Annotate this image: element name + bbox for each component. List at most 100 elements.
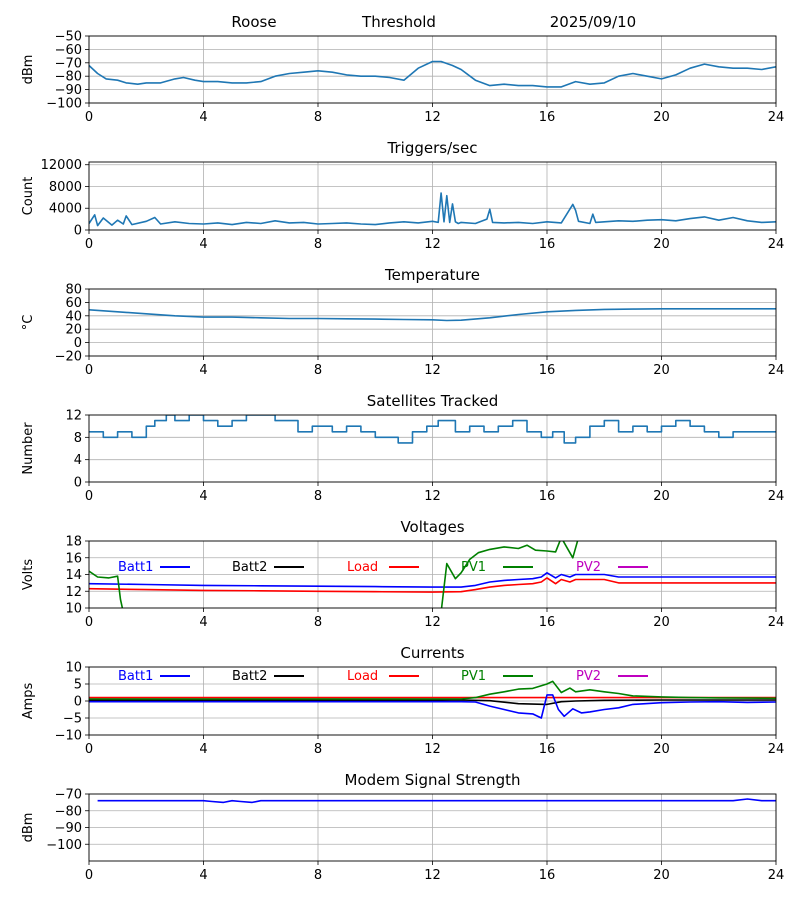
header-mode: Threshold <box>361 13 436 31</box>
y-tick-label: 0 <box>74 695 82 710</box>
y-axis-label: dBm <box>21 55 36 85</box>
y-tick-label: 12 <box>65 409 82 424</box>
y-axis-label: dBm <box>21 813 36 843</box>
y-tick-label: −100 <box>46 838 82 853</box>
legend-label-batt2: Batt2 <box>232 560 267 575</box>
header-date: 2025/09/10 <box>550 13 636 31</box>
x-tick-label: 16 <box>539 742 556 757</box>
y-tick-label: 0 <box>74 336 82 351</box>
x-tick-label: 4 <box>199 868 207 883</box>
x-tick-label: 16 <box>539 110 556 125</box>
x-tick-label: 12 <box>424 868 441 883</box>
x-tick-label: 8 <box>314 363 322 378</box>
y-tick-label: −20 <box>55 350 82 365</box>
x-tick-label: 4 <box>199 237 207 252</box>
legend-label-load: Load <box>347 669 378 684</box>
chart-panel-1: 0 4 8 12 16 20 24 0 4000 8000 12000 Triggers/sec Cou… <box>21 139 784 252</box>
panel-title: Voltages <box>400 518 464 536</box>
x-tick-label: 20 <box>653 615 670 630</box>
x-tick-label: 4 <box>199 742 207 757</box>
legend-label-load: Load <box>347 560 378 575</box>
x-tick-label: 8 <box>314 868 322 883</box>
legend-label-pv2: PV2 <box>576 669 601 684</box>
x-tick-label: 24 <box>768 110 785 125</box>
x-tick-label: 8 <box>314 742 322 757</box>
x-tick-label: 16 <box>539 363 556 378</box>
y-tick-label: −70 <box>55 788 82 803</box>
y-axis-label: Number <box>21 422 36 475</box>
x-tick-label: 8 <box>314 615 322 630</box>
x-tick-label: 20 <box>653 110 670 125</box>
x-tick-label: 24 <box>768 363 785 378</box>
series-line-load <box>89 577 776 593</box>
y-tick-label: 14 <box>65 568 82 583</box>
panel-title: Temperature <box>384 266 480 284</box>
x-tick-label: 12 <box>424 110 441 125</box>
y-tick-label: 8 <box>74 431 82 446</box>
y-tick-label: −90 <box>55 83 82 98</box>
header-station: Roose <box>231 13 276 31</box>
y-tick-label: −80 <box>55 70 82 85</box>
y-tick-label: 80 <box>65 283 82 298</box>
series-line-pv1 <box>89 541 579 608</box>
y-axis-label: °C <box>21 315 36 331</box>
series-line-batt2 <box>89 699 776 706</box>
x-tick-label: 8 <box>314 237 322 252</box>
y-tick-label: −5 <box>63 712 82 727</box>
x-tick-label: 0 <box>85 489 93 504</box>
y-tick-label: 12 <box>65 585 82 600</box>
series-line-0 <box>97 798 776 804</box>
x-tick-label: 16 <box>539 237 556 252</box>
x-tick-label: 4 <box>199 110 207 125</box>
y-tick-label: −60 <box>55 43 82 58</box>
legend-label-pv2: PV2 <box>576 560 601 575</box>
x-tick-label: 0 <box>85 615 93 630</box>
y-tick-label: 5 <box>74 678 82 693</box>
panel-title: Modem Signal Strength <box>345 771 521 789</box>
x-tick-label: 0 <box>85 363 93 378</box>
panel-title: Satellites Tracked <box>367 392 498 410</box>
y-tick-label: −100 <box>46 97 82 112</box>
x-tick-label: 0 <box>85 237 93 252</box>
legend-label-batt1: Batt1 <box>118 560 153 575</box>
x-tick-label: 20 <box>653 237 670 252</box>
x-tick-label: 4 <box>199 615 207 630</box>
y-tick-label: −70 <box>55 56 82 71</box>
y-axis-label: Count <box>21 177 36 216</box>
x-tick-label: 12 <box>424 489 441 504</box>
x-tick-label: 0 <box>85 110 93 125</box>
y-tick-label: −80 <box>55 804 82 819</box>
chart-panel-6: 0 4 8 12 16 20 24 −100 −90 −80−70 Modem Signal Str… <box>21 771 784 883</box>
y-tick-label: 4 <box>74 453 82 468</box>
x-tick-label: 24 <box>768 615 785 630</box>
x-tick-label: 8 <box>314 110 322 125</box>
x-tick-label: 24 <box>768 237 785 252</box>
x-tick-label: 24 <box>768 868 785 883</box>
x-tick-label: 20 <box>653 868 670 883</box>
y-tick-label: −10 <box>55 729 82 744</box>
y-axis-label: Amps <box>21 682 36 719</box>
x-tick-label: 16 <box>539 489 556 504</box>
x-tick-label: 8 <box>314 489 322 504</box>
series-line-pv1 <box>89 680 776 700</box>
y-tick-label: 18 <box>65 535 82 550</box>
panel-title: Currents <box>400 644 464 662</box>
y-tick-label: −50 <box>55 30 82 45</box>
y-tick-label: 60 <box>65 296 82 311</box>
y-tick-label: 4000 <box>49 202 82 217</box>
y-tick-label: 16 <box>65 551 82 566</box>
x-tick-label: 0 <box>85 742 93 757</box>
series-line-0 <box>89 192 776 227</box>
x-tick-label: 12 <box>424 615 441 630</box>
y-axis-label: Volts <box>21 559 36 591</box>
series-line-0 <box>89 308 776 322</box>
x-tick-label: 0 <box>85 868 93 883</box>
series-line-0 <box>89 60 776 88</box>
y-tick-label: 20 <box>65 323 82 338</box>
x-tick-label: 20 <box>653 742 670 757</box>
